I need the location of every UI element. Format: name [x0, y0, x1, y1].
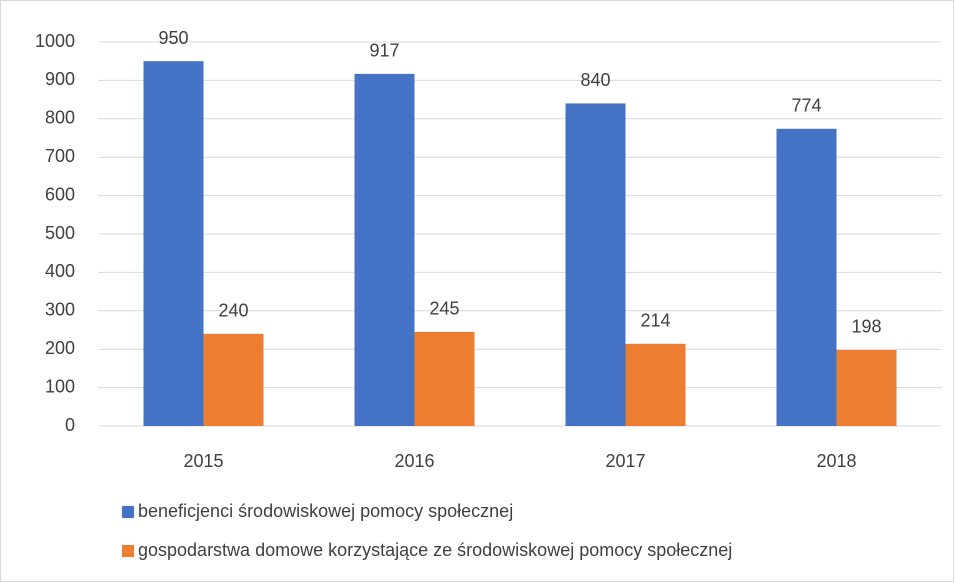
bar [776, 128, 837, 426]
data-label: 214 [640, 311, 670, 331]
x-tick-label: 2018 [816, 451, 856, 471]
y-tick-label: 100 [45, 376, 75, 396]
bar [143, 61, 204, 426]
x-tick-label: 2016 [394, 451, 434, 471]
y-tick-label: 400 [45, 261, 75, 281]
y-tick-label: 300 [45, 300, 75, 320]
data-label: 840 [580, 70, 610, 90]
y-tick-label: 500 [45, 223, 75, 243]
bar [625, 343, 686, 426]
y-tick-label: 0 [65, 415, 75, 435]
y-tick-label: 800 [45, 108, 75, 128]
x-tick-label: 2017 [605, 451, 645, 471]
data-label: 950 [158, 28, 188, 48]
bar [565, 103, 626, 426]
bar [354, 73, 415, 426]
y-tick-label: 200 [45, 338, 75, 358]
y-tick-label: 600 [45, 184, 75, 204]
y-tick-label: 1000 [35, 31, 75, 51]
legend-label: gospodarstwa domowe korzystające ze środ… [138, 540, 732, 560]
bar [836, 349, 897, 426]
legend-swatch [122, 545, 134, 557]
y-tick-label: 900 [45, 69, 75, 89]
legend-label: beneficjenci środowiskowej pomocy społec… [138, 501, 513, 521]
bar [414, 331, 475, 426]
y-tick-label: 700 [45, 146, 75, 166]
data-label: 198 [851, 317, 881, 337]
bar [203, 333, 264, 426]
data-label: 240 [218, 301, 248, 321]
legend-swatch [122, 506, 134, 518]
data-label: 917 [369, 41, 399, 61]
x-tick-label: 2015 [183, 451, 223, 471]
data-label: 245 [429, 299, 459, 319]
data-label: 774 [791, 96, 821, 116]
